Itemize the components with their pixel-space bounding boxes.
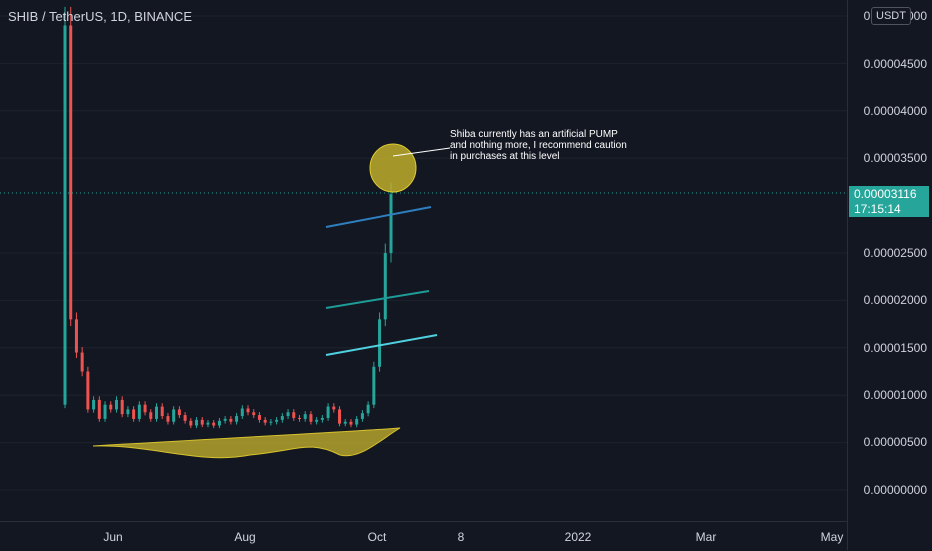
candle-body xyxy=(269,421,273,423)
support-highlight-shape[interactable] xyxy=(92,427,401,459)
candle-body xyxy=(252,412,256,416)
symbol-title[interactable]: SHIB / TetherUS, 1D, BINANCE xyxy=(8,9,192,24)
candle-body xyxy=(297,417,301,419)
candle-body xyxy=(74,319,78,353)
trend-line-lower[interactable] xyxy=(325,334,438,356)
candle-body xyxy=(183,415,187,421)
candle-body xyxy=(286,412,290,417)
candle-body xyxy=(275,419,279,422)
candle-body xyxy=(109,404,113,410)
candle-body xyxy=(195,419,199,426)
price-tick: 0.00001500 xyxy=(863,341,927,355)
candlestick-series xyxy=(63,6,393,429)
grid-lines xyxy=(0,15,847,491)
candle-body xyxy=(338,409,342,424)
candle-body xyxy=(257,415,261,420)
trend-line-upper[interactable] xyxy=(325,206,432,228)
price-tick: 0.00000500 xyxy=(863,435,927,449)
candle-body xyxy=(378,319,382,367)
time-tick: Mar xyxy=(695,530,717,544)
candle-body xyxy=(69,25,73,320)
candle-body xyxy=(372,366,376,405)
candle-body xyxy=(355,418,359,425)
candle-body xyxy=(223,418,227,421)
candle-body xyxy=(235,416,239,422)
candle-body xyxy=(303,414,307,419)
candle-body xyxy=(332,406,336,410)
price-tick: 0.00000000 xyxy=(863,483,927,497)
price-tick: 0.00002000 xyxy=(863,293,927,307)
price-tick: 0.00001000 xyxy=(863,388,927,402)
candle-body xyxy=(97,399,101,419)
last-price-label: 0.00003116 17:15:14 xyxy=(849,186,929,217)
annotation-text[interactable]: Shiba currently has an artificial PUMP a… xyxy=(450,129,627,162)
candle-body xyxy=(360,413,364,419)
time-tick: 2022 xyxy=(564,530,592,544)
candle-body xyxy=(349,421,353,425)
price-tick: 0.00003500 xyxy=(863,151,927,165)
time-tick: Aug xyxy=(234,530,256,544)
candle-body xyxy=(229,418,233,422)
price-tick: 0.00004500 xyxy=(863,57,927,71)
time-tick: Jun xyxy=(103,530,123,544)
candle-body xyxy=(366,404,370,414)
currency-button[interactable]: USDT xyxy=(871,7,911,25)
candle-body xyxy=(309,414,313,422)
candle-body xyxy=(246,408,250,413)
candle-body xyxy=(326,406,330,418)
annotation-leader-line xyxy=(392,147,451,157)
candle-body xyxy=(120,399,124,415)
candle-body xyxy=(200,419,204,425)
last-price-value: 0.00003116 xyxy=(854,187,917,201)
time-tick: 8 xyxy=(457,530,465,544)
candle-body xyxy=(149,412,153,419)
candle-body xyxy=(86,371,90,410)
price-tick: 0.00004000 xyxy=(863,104,927,118)
candle-body xyxy=(80,352,84,372)
time-tick: May xyxy=(820,530,844,544)
candle-body xyxy=(63,25,67,405)
bar-countdown: 17:15:14 xyxy=(854,202,901,216)
candle-body xyxy=(320,417,324,420)
candle-body xyxy=(160,406,164,417)
candle-body xyxy=(114,399,118,410)
candle-body xyxy=(292,412,296,418)
candle-body xyxy=(103,404,107,419)
price-chart[interactable] xyxy=(0,0,847,521)
candle-body xyxy=(126,409,130,415)
candle-body xyxy=(280,416,284,420)
candle-body xyxy=(137,404,141,419)
candle-body xyxy=(315,419,319,422)
candle-body xyxy=(143,404,147,413)
candle-body xyxy=(155,406,159,419)
candle-body xyxy=(177,409,181,416)
candle-body xyxy=(240,408,244,417)
price-tick: 0.00002500 xyxy=(863,246,927,260)
candle-body xyxy=(166,416,170,422)
candle-body xyxy=(92,399,96,410)
candle-body xyxy=(212,422,216,426)
candle-body xyxy=(217,420,221,426)
candle-body xyxy=(206,422,210,425)
candle-body xyxy=(189,420,193,426)
candle-body xyxy=(383,253,387,320)
candle-body xyxy=(389,194,393,253)
time-axis[interactable]: Jun Aug Oct 8 2022 Mar May xyxy=(0,521,847,551)
pump-highlight-circle[interactable] xyxy=(369,143,417,193)
candle-body xyxy=(343,421,347,424)
trend-line-middle[interactable] xyxy=(325,290,430,309)
candle-body xyxy=(172,409,176,422)
time-tick: Oct xyxy=(367,530,387,544)
candle-body xyxy=(132,409,136,419)
candle-body xyxy=(263,419,267,423)
